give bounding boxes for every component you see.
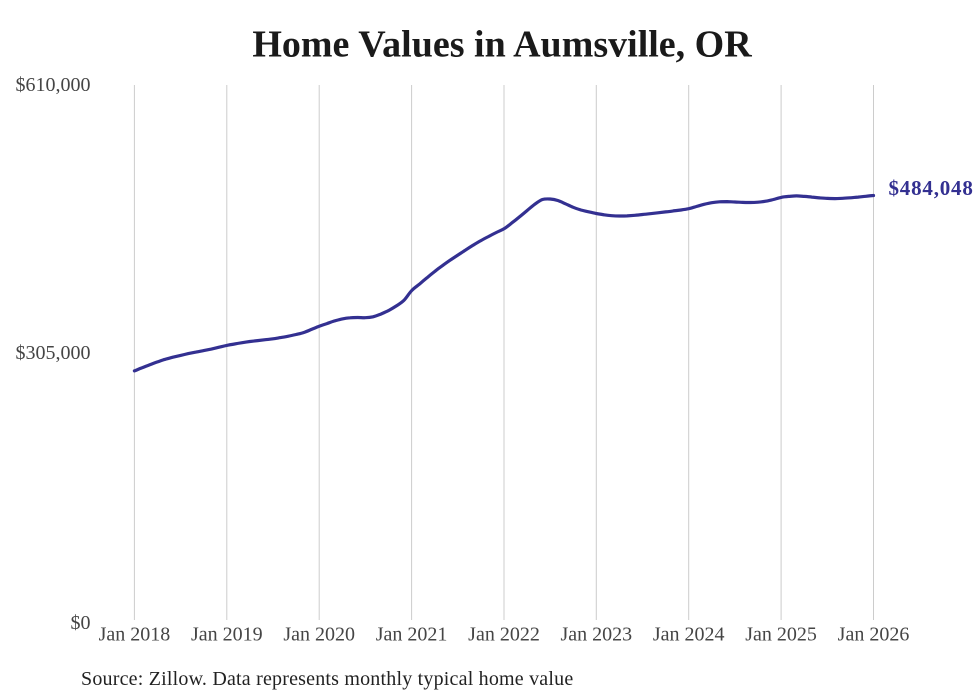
svg-text:Jan 2026: Jan 2026 <box>838 624 910 646</box>
svg-text:$305,000: $305,000 <box>16 342 91 364</box>
svg-text:$0: $0 <box>71 612 91 634</box>
svg-text:Jan 2023: Jan 2023 <box>560 624 632 646</box>
svg-text:Home Values in Aumsville, OR: Home Values in Aumsville, OR <box>252 24 752 66</box>
svg-text:Jan 2019: Jan 2019 <box>191 624 263 646</box>
svg-text:Jan 2024: Jan 2024 <box>653 624 725 646</box>
svg-text:$610,000: $610,000 <box>16 74 91 96</box>
svg-text:Jan 2018: Jan 2018 <box>99 624 171 646</box>
svg-text:Jan 2022: Jan 2022 <box>468 624 540 646</box>
svg-text:$484,048: $484,048 <box>889 176 974 200</box>
svg-text:Jan 2021: Jan 2021 <box>376 624 448 646</box>
svg-text:Jan 2025: Jan 2025 <box>745 624 817 646</box>
svg-text:Source: Zillow. Data represent: Source: Zillow. Data represents monthly … <box>81 668 573 690</box>
svg-text:Jan 2020: Jan 2020 <box>283 624 355 646</box>
